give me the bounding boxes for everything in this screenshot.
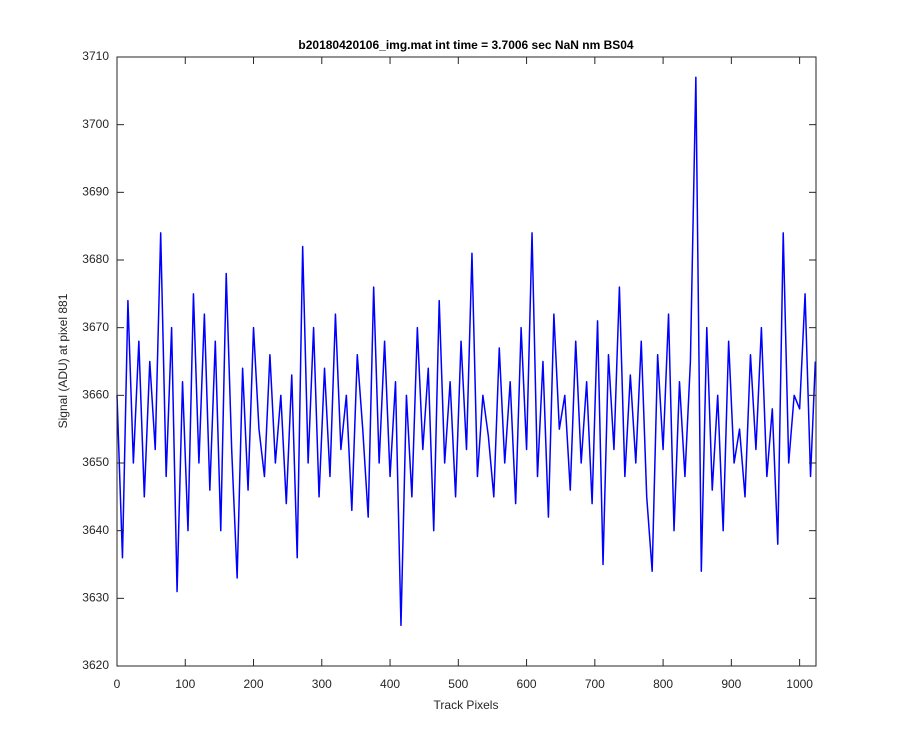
y-tick-label: 3700 — [82, 117, 109, 131]
x-tick-label: 900 — [721, 677, 741, 691]
y-tick-label: 3660 — [82, 388, 109, 402]
x-tick-label: 500 — [448, 677, 468, 691]
y-tick-label: 3710 — [82, 49, 109, 63]
y-tick-label: 3670 — [82, 320, 109, 334]
y-tick-label: 3650 — [82, 455, 109, 469]
x-tick-label: 800 — [653, 677, 673, 691]
data-line — [116, 76, 817, 627]
y-tick-label: 3630 — [82, 591, 109, 605]
y-tick-label: 3620 — [82, 658, 109, 672]
x-tick-label: 200 — [244, 677, 264, 691]
x-tick-label: 100 — [175, 677, 195, 691]
chart-title: b20180420106_img.mat int time = 3.7006 s… — [298, 38, 634, 52]
y-tick-label: 3680 — [82, 252, 109, 266]
x-tick-label: 700 — [585, 677, 605, 691]
plot-area — [117, 57, 816, 666]
x-tick-label: 400 — [380, 677, 400, 691]
x-tick-label: 0 — [114, 677, 121, 691]
axes-box — [116, 56, 817, 667]
x-tick-label: 300 — [312, 677, 332, 691]
y-tick-label: 3690 — [82, 185, 109, 199]
x-axis-label: Track Pixels — [434, 698, 499, 712]
y-tick-label: 3640 — [82, 523, 109, 537]
x-tick-label: 600 — [517, 677, 537, 691]
y-axis-label: Signal (ADU) at pixel 881 — [56, 293, 70, 428]
x-tick-label: 1000 — [786, 677, 813, 691]
